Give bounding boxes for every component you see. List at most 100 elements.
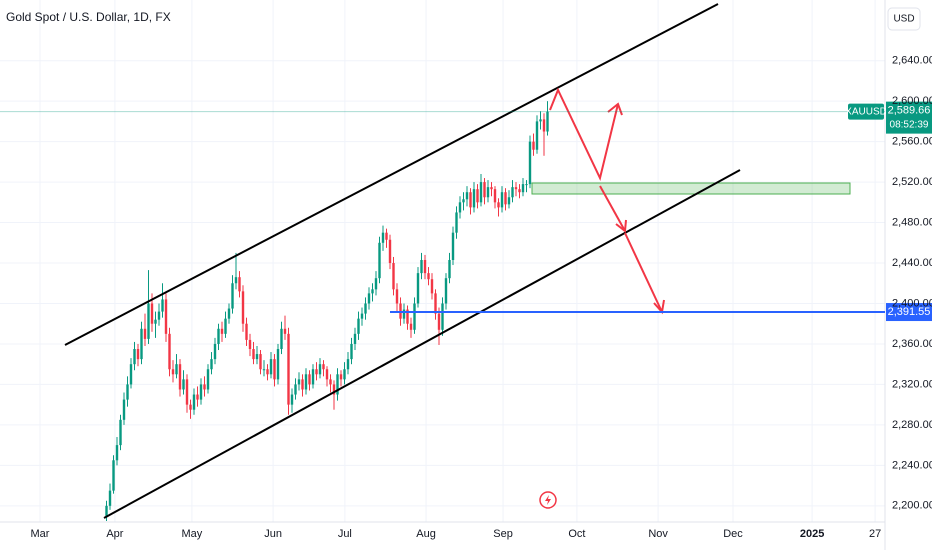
candle-body	[297, 379, 301, 385]
x-tick-label: Jul	[338, 528, 352, 540]
y-tick-label: 2,360.00	[892, 338, 932, 350]
candle-body	[325, 369, 329, 380]
candle-body	[255, 354, 259, 360]
candle-body	[220, 328, 224, 334]
candle-body	[406, 309, 409, 324]
candle-body	[371, 289, 374, 294]
candle-body	[469, 192, 472, 208]
candle-body	[262, 369, 266, 371]
candle-body	[129, 364, 133, 385]
candle-body	[196, 394, 199, 400]
candle-body	[378, 242, 381, 279]
candle-body	[381, 232, 385, 243]
candle-body	[388, 239, 392, 264]
candle-body	[238, 277, 241, 292]
candle-body	[311, 369, 315, 385]
y-tick-label: 2,240.00	[892, 459, 932, 471]
candle-body	[465, 192, 469, 200]
candle-body	[136, 349, 140, 360]
candle-body	[248, 339, 252, 350]
candle-body	[227, 308, 231, 319]
candle-body	[507, 197, 511, 205]
candle-body	[514, 187, 518, 190]
candle-body	[346, 359, 350, 370]
candle-body	[192, 394, 196, 410]
y-tick-label: 2,480.00	[892, 216, 932, 228]
x-tick-label: Mar	[31, 528, 50, 540]
candle-body	[269, 359, 273, 375]
x-tick-label: Apr	[106, 528, 123, 540]
candle-body	[504, 192, 507, 205]
candle-body	[154, 319, 157, 324]
candle-body	[318, 364, 322, 375]
candle-body	[112, 460, 115, 491]
candle-body	[486, 187, 490, 198]
candle-body	[182, 379, 185, 390]
candle-body	[280, 328, 283, 350]
candle-body	[490, 187, 493, 190]
candle-body	[441, 303, 444, 330]
candle-body	[409, 323, 413, 330]
candle-body	[535, 121, 539, 150]
candle-body	[122, 399, 126, 420]
candle-body	[448, 259, 451, 279]
x-tick-label: Aug	[416, 528, 436, 540]
event-icon[interactable]	[539, 491, 557, 509]
candle-body	[497, 202, 500, 208]
x-tick-label: Dec	[723, 528, 743, 540]
currency-button[interactable]	[887, 7, 921, 31]
candle-body	[500, 192, 504, 208]
candle-body	[322, 364, 325, 370]
candle-body	[105, 505, 108, 516]
y-tick-label: 2,640.00	[892, 55, 932, 67]
candle-body	[332, 384, 336, 395]
candle-body	[367, 293, 371, 304]
candle-body	[360, 313, 364, 319]
candle-body	[178, 364, 182, 390]
candle-body	[479, 182, 483, 203]
candle-body	[542, 119, 546, 132]
candle-body	[539, 119, 542, 122]
y-tick-label: 2,600.00	[892, 95, 932, 107]
candle-body	[444, 278, 448, 304]
candle-body	[455, 212, 458, 233]
x-tick-label: 2025	[800, 528, 824, 540]
candle-body	[287, 333, 290, 405]
candle-body	[276, 349, 280, 380]
candle-body	[304, 374, 308, 390]
candle-body	[164, 299, 168, 334]
candle-body	[353, 333, 357, 344]
candle-body	[458, 202, 462, 213]
x-tick-label: Jun	[264, 528, 282, 540]
candle-body	[395, 289, 399, 304]
candle-body	[213, 343, 217, 360]
y-tick-label: 2,440.00	[892, 257, 932, 269]
candle-body	[416, 273, 420, 304]
candle-body	[224, 318, 227, 334]
candle-body	[413, 303, 416, 330]
candle-body	[427, 273, 430, 280]
candle-body	[126, 384, 129, 400]
candle-body	[339, 374, 343, 380]
candle-body	[108, 490, 112, 506]
candle-body	[532, 141, 535, 150]
candle-body	[206, 369, 210, 390]
plot	[0, 0, 885, 522]
candle-body	[241, 291, 245, 324]
y-tick-label: 2,320.00	[892, 378, 932, 390]
candle-body	[147, 303, 150, 339]
candle-body	[308, 374, 311, 385]
candle-body	[315, 369, 318, 375]
x-tick-label: May	[182, 528, 203, 540]
channel-upper	[64, 3, 719, 346]
candle-body	[266, 369, 269, 375]
channel-lower	[103, 169, 741, 519]
candle-body	[150, 303, 154, 324]
candle-body	[168, 333, 171, 370]
candle-body	[462, 199, 465, 203]
candle-body	[430, 279, 434, 294]
y-tick-label: 2,280.00	[892, 419, 932, 431]
candle-body	[472, 189, 476, 208]
candle-body	[357, 318, 360, 334]
